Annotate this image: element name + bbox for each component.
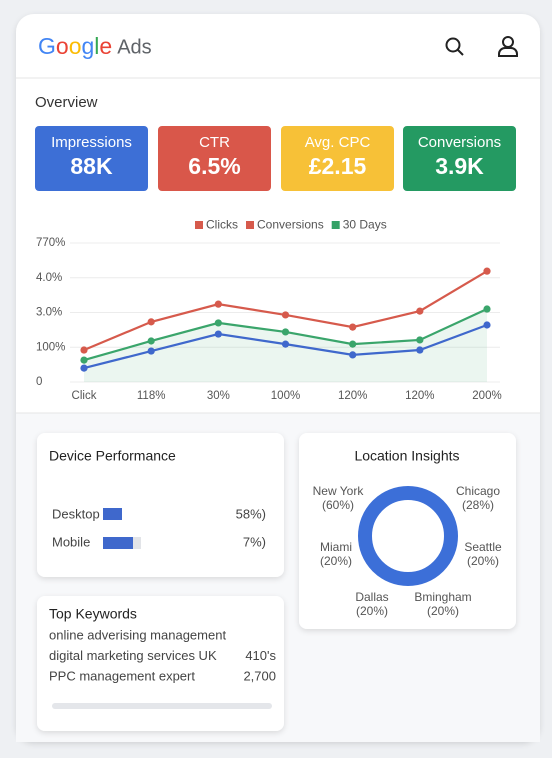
x-tick-label: Click	[72, 390, 97, 402]
data-point	[214, 330, 222, 338]
y-tick-label: 0	[36, 376, 42, 388]
data-point	[80, 364, 88, 372]
panel-title: Device Performance	[49, 448, 176, 464]
data-point	[416, 336, 424, 344]
panel-title: Top Keywords	[49, 606, 137, 622]
data-point	[483, 305, 491, 313]
x-tick-label: 200%	[472, 390, 501, 402]
product-name: Ads	[117, 36, 151, 58]
section-title: Overview	[35, 94, 98, 111]
data-point	[483, 267, 491, 275]
account-icon[interactable]	[498, 36, 518, 57]
data-point	[147, 318, 155, 326]
data-point	[80, 356, 88, 364]
device-card	[37, 433, 284, 577]
y-tick-label: 4.0%	[36, 272, 62, 284]
keyword: online adverising management	[49, 627, 226, 642]
metric-value: £2.15	[309, 153, 367, 179]
brand-logo: Google	[38, 33, 112, 59]
keyword-value: 2,700	[243, 668, 276, 683]
device-label: Mobile	[52, 534, 90, 549]
data-point	[147, 337, 155, 345]
place-name: Miami	[320, 540, 352, 554]
keywords-card	[37, 596, 284, 731]
y-tick-label: 3.0%	[36, 307, 62, 319]
metric-label: CTR	[199, 134, 230, 151]
keyword: PPC management expert	[49, 668, 195, 683]
data-point	[281, 340, 290, 348]
data-point	[349, 351, 357, 359]
place-share: (20%)	[356, 604, 388, 618]
metric-label: Conversions	[418, 134, 501, 151]
data-point	[416, 307, 424, 315]
metric-card	[35, 126, 148, 191]
place-share: (20%)	[320, 554, 352, 568]
legend-swatch	[331, 221, 340, 229]
place-share: (28%)	[462, 498, 494, 512]
place-name: New York	[313, 484, 365, 498]
metric-label: Impressions	[51, 134, 132, 151]
data-point	[349, 340, 357, 348]
data-point	[483, 321, 491, 329]
data-point	[349, 323, 357, 331]
x-tick-label: 100%	[271, 390, 300, 402]
legend-label: Clicks	[206, 218, 238, 232]
data-point	[214, 300, 222, 308]
device-bar	[103, 537, 133, 549]
metric-card	[158, 126, 271, 191]
donut-ring	[358, 486, 458, 586]
metric-card	[281, 126, 394, 191]
keyword: digital marketing services UK	[49, 648, 217, 663]
x-tick-label: 120%	[405, 390, 434, 402]
metric-value: 3.9K	[435, 153, 484, 179]
data-point	[281, 328, 290, 336]
metric-value: 88K	[70, 153, 113, 179]
legend-swatch	[246, 221, 254, 229]
metric-card	[403, 126, 516, 191]
data-point	[214, 319, 222, 327]
device-label: Desktop	[52, 506, 100, 521]
location-card	[299, 433, 516, 629]
place-name: Chicago	[456, 484, 500, 498]
y-tick-label: 100%	[36, 341, 65, 353]
data-point	[147, 347, 155, 355]
device-value: 58%)	[236, 506, 266, 521]
panel-title: Location Insights	[354, 448, 459, 464]
scrollbar	[52, 703, 272, 709]
place-name: Dallas	[355, 590, 388, 604]
keyword-value: 410's	[245, 648, 276, 663]
legend-label: 30 Days	[343, 218, 387, 232]
metric-value: 6.5%	[188, 153, 240, 179]
data-point	[416, 346, 424, 354]
place-share: (60%)	[322, 498, 354, 512]
data-point	[80, 346, 88, 354]
metric-label: Avg. CPC	[305, 134, 371, 151]
x-tick-label: 120%	[338, 390, 367, 402]
place-name: Bmingham	[414, 590, 471, 604]
data-point	[281, 311, 290, 319]
device-bar	[103, 508, 122, 520]
device-value: 7%)	[243, 534, 266, 549]
legend-label: Conversions	[257, 218, 324, 232]
search-icon[interactable]	[445, 37, 464, 56]
legend-swatch	[195, 221, 203, 229]
place-name: Seattle	[464, 540, 502, 554]
place-share: (20%)	[427, 604, 459, 618]
x-tick-label: 30%	[207, 390, 230, 402]
x-tick-label: 118%	[137, 390, 166, 402]
y-tick-label: 770%	[36, 237, 65, 249]
place-share: (20%)	[467, 554, 499, 568]
